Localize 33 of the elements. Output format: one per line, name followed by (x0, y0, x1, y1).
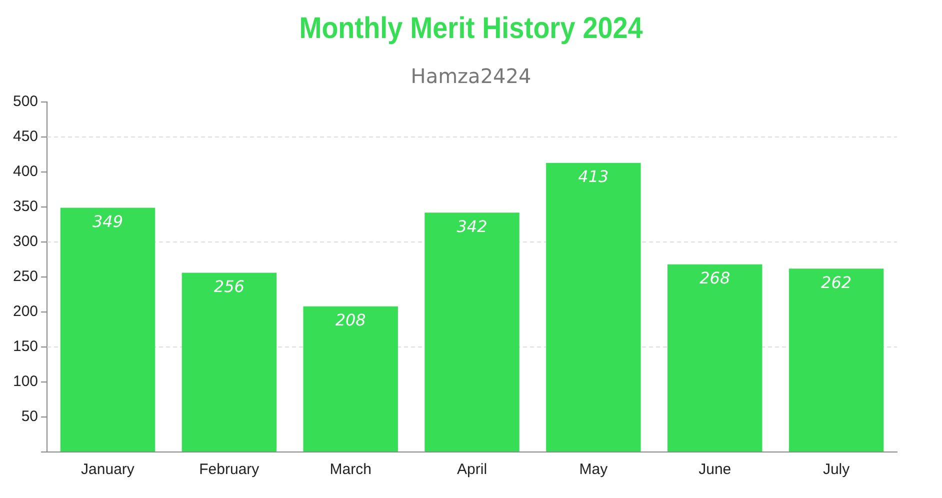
y-tick-label: 350 (12, 198, 38, 216)
data-label: 262 (821, 272, 852, 292)
bar (424, 212, 520, 452)
x-tick-label: May (579, 461, 608, 478)
data-label: 256 (214, 276, 244, 296)
bar (182, 272, 277, 452)
y-tick-label: 300 (12, 233, 38, 250)
y-tick-label: 400 (12, 163, 38, 180)
y-tick-label: 450 (12, 128, 38, 146)
data-label: 349 (92, 212, 124, 231)
x-tick-label: March (330, 461, 372, 478)
x-tick-label: June (698, 461, 732, 478)
bar (60, 208, 156, 452)
bar (303, 306, 398, 452)
bar (668, 264, 762, 452)
x-tick-label: April (457, 461, 488, 478)
bar (546, 162, 641, 452)
data-label: 413 (578, 167, 609, 186)
y-tick-label: 100 (12, 373, 38, 390)
x-tick-label: July (822, 461, 850, 478)
bar (788, 268, 884, 452)
chart-subtitle: Hamza2424 (410, 64, 532, 88)
y-tick-label: 150 (12, 338, 38, 356)
y-tick-label: 250 (12, 268, 38, 286)
y-tick-label: 50 (21, 408, 38, 426)
chart-title: Monthly Merit History 2024 (298, 12, 644, 46)
y-tick-label: 200 (12, 303, 38, 320)
y-tick-label: 500 (12, 93, 38, 110)
data-label: 268 (700, 268, 730, 288)
x-tick-label: February (199, 461, 260, 478)
x-tick-label: January (81, 461, 135, 478)
data-label: 208 (335, 310, 366, 330)
data-label: 342 (456, 216, 488, 236)
